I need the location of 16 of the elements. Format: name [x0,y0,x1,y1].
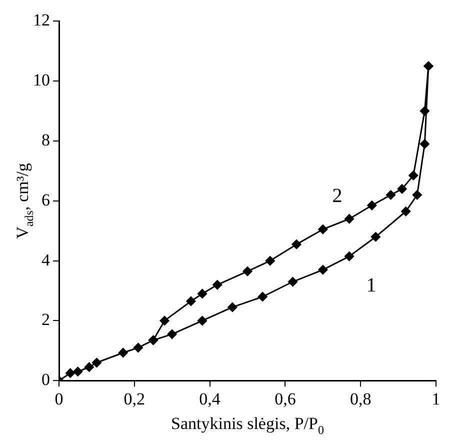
x-tick-label: 0,8 [350,389,372,408]
y-tick-label: 4 [42,250,50,270]
y-tick-label: 6 [42,190,50,210]
x-tick-label: 0 [54,389,64,408]
y-tick-label: 12 [33,10,50,30]
x-tick-label: 1 [432,389,440,408]
x-tick-label: 0,6 [274,389,296,408]
y-tick-label: 10 [33,70,50,90]
y-tick-label: 0 [42,370,50,390]
y-tick-label: 2 [42,310,50,330]
x-tick-label: 0,2 [124,389,146,408]
series-label: 2 [332,185,342,208]
y-tick-label: 8 [42,130,50,150]
x-tick-label: 0,4 [199,389,221,408]
series-label: 1 [366,274,376,297]
y-axis-title: Vads, cm³/g [13,162,36,239]
